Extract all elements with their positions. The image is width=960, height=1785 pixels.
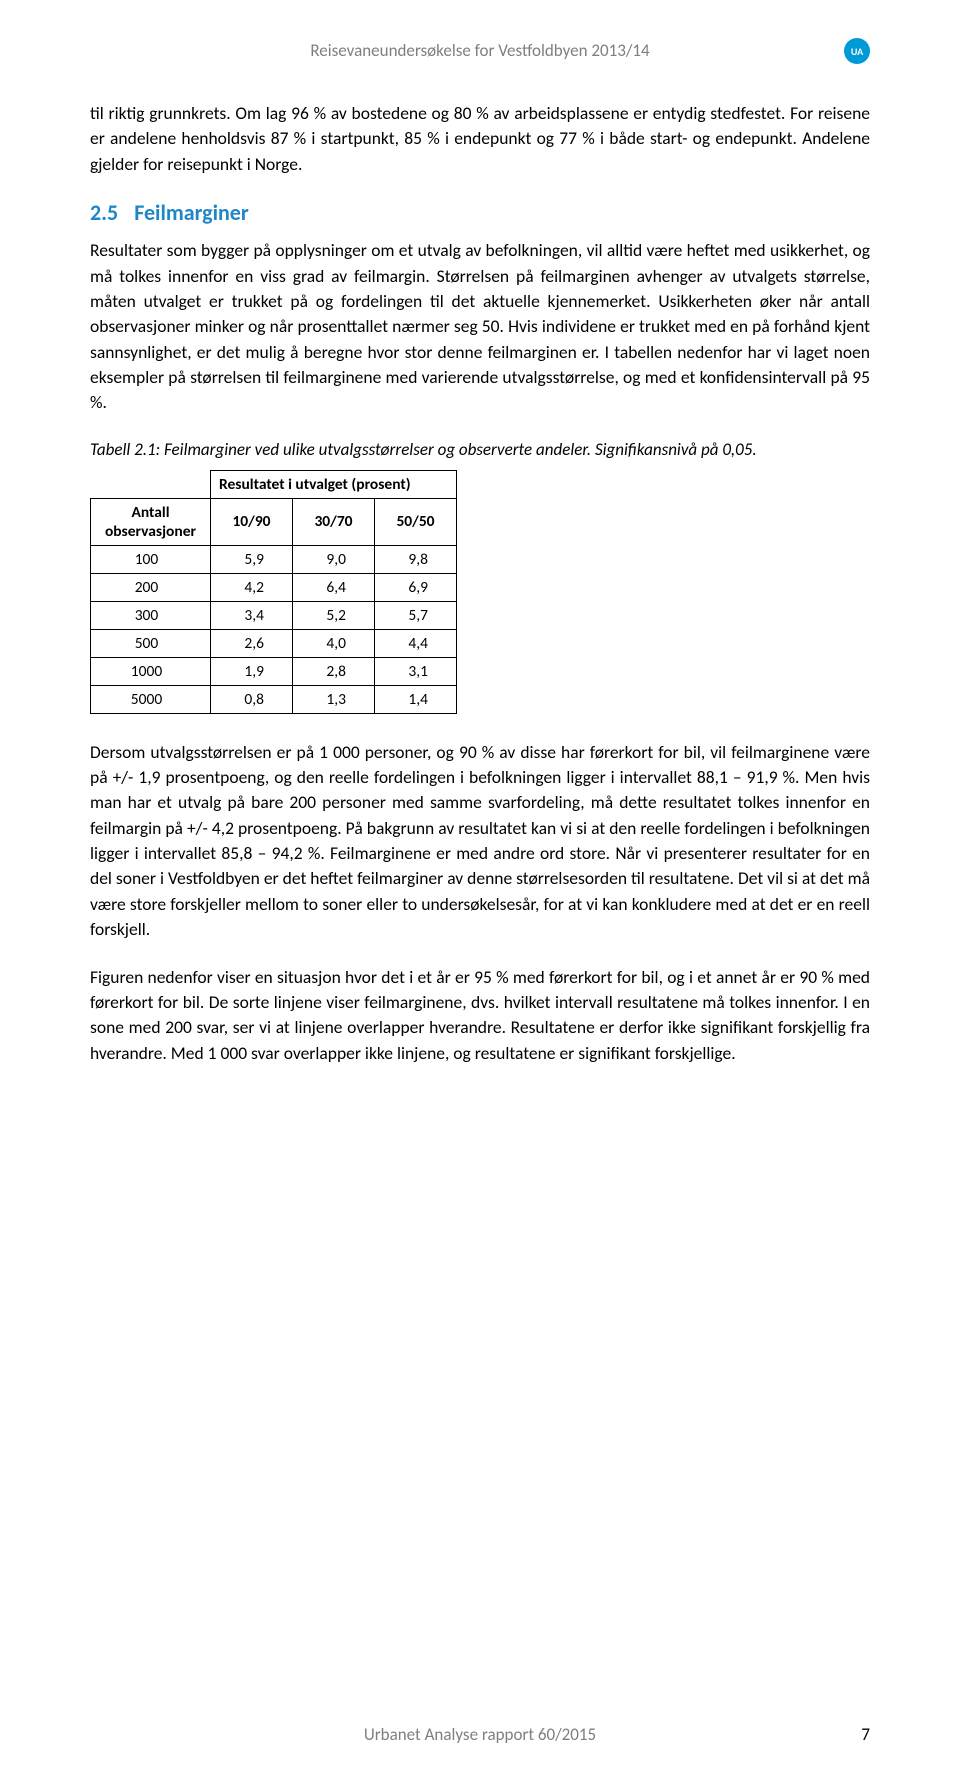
table-cell: 3,1: [375, 657, 457, 685]
paragraph-figure-intro: Figuren nedenfor viser en situasjon hvor…: [90, 965, 870, 1067]
page-footer: Urbanet Analyse rapport 60/2015 7: [90, 1724, 870, 1745]
table-cell: 1,9: [211, 657, 293, 685]
table-cell-obs: 200: [91, 573, 211, 601]
paragraph-intro: til riktig grunnkrets. Om lag 96 % av bo…: [90, 101, 870, 177]
table-cell-obs: 500: [91, 629, 211, 657]
table-cell: 4,4: [375, 629, 457, 657]
section-title: Feilmarginer: [134, 199, 249, 226]
table-row: 100 5,9 9,0 9,8: [91, 545, 457, 573]
table-col-2: 30/70: [293, 498, 375, 545]
table-row: 500 2,6 4,0 4,4: [91, 629, 457, 657]
table-col-3: 50/50: [375, 498, 457, 545]
table-col-1: 10/90: [211, 498, 293, 545]
page-header: Reisevaneundersøkelse for Vestfoldbyen 2…: [90, 40, 870, 61]
section-number: 2.5: [90, 199, 118, 226]
table-cell: 1,4: [375, 685, 457, 713]
paragraph-example: Dersom utvalgsstørrelsen er på 1 000 per…: [90, 740, 870, 943]
table-cell: 1,3: [293, 685, 375, 713]
table-group-header: Resultatet i utvalget (prosent): [211, 470, 457, 498]
table-header-row-2: Antall observasjoner 10/90 30/70 50/50: [91, 498, 457, 545]
page: Reisevaneundersøkelse for Vestfoldbyen 2…: [0, 0, 960, 1785]
table-empty-corner: [91, 470, 211, 498]
table-cell: 9,8: [375, 545, 457, 573]
table-cell-obs: 1000: [91, 657, 211, 685]
table-cell: 6,9: [375, 573, 457, 601]
table-header-row-1: Resultatet i utvalget (prosent): [91, 470, 457, 498]
table-cell: 2,8: [293, 657, 375, 685]
table-caption: Tabell 2.1: Feilmarginer ved ulike utval…: [90, 438, 870, 462]
table-cell: 5,2: [293, 601, 375, 629]
table-row: 300 3,4 5,2 5,7: [91, 601, 457, 629]
page-number: 7: [861, 1724, 870, 1745]
table-cell-obs: 300: [91, 601, 211, 629]
table-cell-obs: 100: [91, 545, 211, 573]
table-cell: 2,6: [211, 629, 293, 657]
table-cell: 6,4: [293, 573, 375, 601]
table-cell: 5,9: [211, 545, 293, 573]
ua-badge-icon: UA: [844, 38, 870, 64]
table-cell: 3,4: [211, 601, 293, 629]
section-heading: 2.5 Feilmarginer: [90, 199, 870, 226]
footer-text: Urbanet Analyse rapport 60/2015: [364, 1724, 596, 1745]
table-cell: 5,7: [375, 601, 457, 629]
table-cell: 4,2: [211, 573, 293, 601]
table-cell: 0,8: [211, 685, 293, 713]
table-row: 5000 0,8 1,3 1,4: [91, 685, 457, 713]
table-row: 200 4,2 6,4 6,9: [91, 573, 457, 601]
paragraph-feilmarginer: Resultater som bygger på opplysninger om…: [90, 238, 870, 416]
header-title: Reisevaneundersøkelse for Vestfoldbyen 2…: [310, 40, 649, 61]
table-cell-obs: 5000: [91, 685, 211, 713]
table-cell: 4,0: [293, 629, 375, 657]
feilmargin-table: Resultatet i utvalget (prosent) Antall o…: [90, 470, 457, 714]
table-row: 1000 1,9 2,8 3,1: [91, 657, 457, 685]
table-row-header: Antall observasjoner: [91, 498, 211, 545]
table-cell: 9,0: [293, 545, 375, 573]
